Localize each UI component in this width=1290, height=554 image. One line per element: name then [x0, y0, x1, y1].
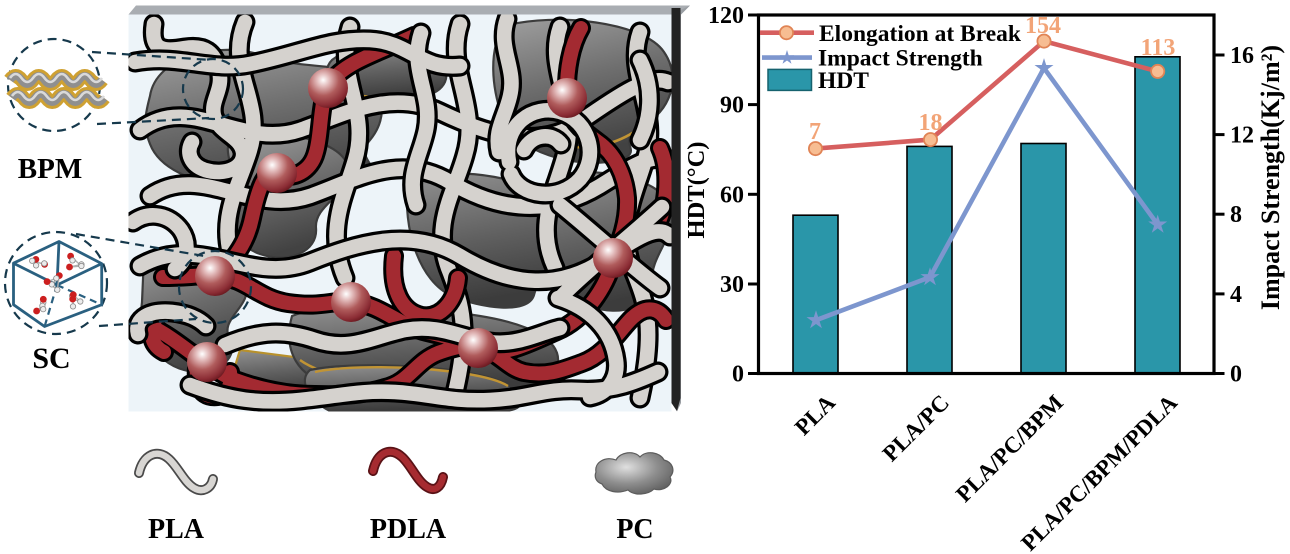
svg-text:4: 4 [1230, 282, 1242, 308]
svg-text:8: 8 [1230, 202, 1242, 228]
svg-text:HDT: HDT [818, 68, 869, 94]
svg-text:0: 0 [732, 362, 744, 388]
svg-text:12: 12 [1230, 123, 1254, 149]
svg-text:60: 60 [720, 182, 744, 208]
svg-text:7: 7 [809, 119, 821, 145]
svg-text:SC: SC [32, 342, 70, 375]
svg-text:Impact Strength(Kj/m²): Impact Strength(Kj/m²) [1256, 45, 1285, 310]
svg-text:0: 0 [1230, 362, 1242, 388]
svg-text:Elongation at Break: Elongation at Break [819, 21, 1022, 47]
svg-text:30: 30 [720, 272, 744, 298]
svg-text:113: 113 [1141, 35, 1176, 61]
svg-text:18: 18 [919, 110, 943, 136]
svg-text:90: 90 [720, 93, 744, 119]
svg-text:BPM: BPM [18, 153, 82, 185]
svg-text:16: 16 [1230, 43, 1254, 69]
svg-text:120: 120 [708, 3, 744, 29]
svg-text:Impact Strength: Impact Strength [818, 45, 983, 71]
svg-text:PLA: PLA [148, 514, 205, 545]
svg-text:HDT(°C): HDT(°C) [683, 142, 710, 239]
svg-text:PC: PC [616, 514, 653, 545]
svg-text:154: 154 [1025, 13, 1061, 39]
svg-text:PDLA: PDLA [370, 514, 447, 545]
